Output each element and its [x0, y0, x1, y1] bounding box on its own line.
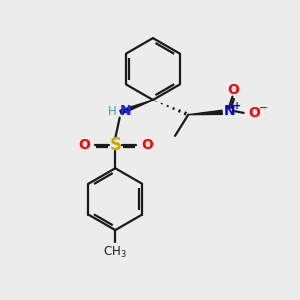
Polygon shape [120, 100, 153, 114]
Text: CH$_3$: CH$_3$ [103, 245, 127, 260]
Polygon shape [188, 110, 222, 115]
Text: +: + [233, 101, 242, 111]
Text: −: − [259, 103, 268, 112]
Text: O: O [227, 83, 239, 97]
Text: N: N [224, 104, 235, 118]
Text: S: S [109, 136, 121, 154]
Text: O: O [248, 106, 260, 120]
Text: O: O [78, 138, 90, 152]
Text: H: H [108, 105, 117, 118]
Text: O: O [141, 138, 153, 152]
Text: N: N [120, 104, 131, 118]
